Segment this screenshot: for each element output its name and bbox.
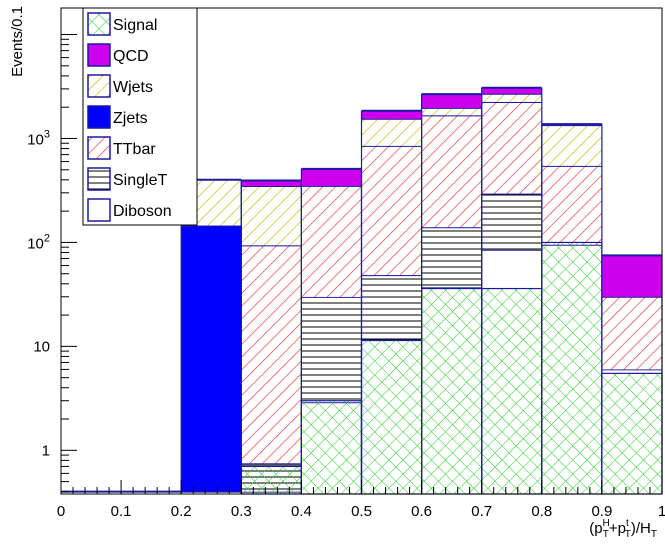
legend-label-signal: Signal [113, 17, 157, 34]
x-tick-label: 0.1 [111, 503, 132, 520]
legend-label-singlet: SingleT [113, 172, 167, 189]
legend-swatch-wjets [87, 74, 111, 98]
bar-qcd-bin-6 [421, 94, 482, 108]
bar-wjets-bin-3 [241, 186, 302, 246]
x-tick-label: 0.2 [171, 503, 192, 520]
bar-qcd-bin-5 [361, 110, 422, 119]
signal-bin-4 [300, 400, 363, 495]
y-tick-label: 102 [27, 232, 50, 252]
legend-label-ttbar: TTbar [113, 141, 156, 158]
x-axis-label: (pH T+pt T)/HT [589, 518, 657, 540]
bar-diboson-bin-1 [121, 491, 182, 494]
signal-bin-6 [421, 287, 483, 495]
x-tick-label: 0.8 [531, 503, 552, 520]
bar-ttbar-bin-7 [481, 101, 542, 194]
bar-diboson-bin-0 [61, 491, 122, 494]
legend-label-wjets: Wjets [113, 79, 153, 96]
legend-swatch-signal [87, 12, 111, 36]
bar-singlet-bin-5 [361, 275, 422, 341]
bar-singlet-bin-4 [301, 296, 362, 403]
x-tick-label: 0 [57, 503, 65, 520]
bar-ttbar-bin-9 [601, 296, 662, 370]
x-tick-label: 0.9 [591, 503, 612, 520]
bar-diboson-bin-2 [181, 491, 242, 494]
x-tick-label: 1 [658, 503, 665, 520]
bar-wjets-bin-8 [541, 125, 602, 166]
signal-bin-3 [240, 465, 303, 495]
y-tick-label: 10 [33, 338, 50, 355]
legend-swatch-diboson [87, 198, 111, 222]
y-axis-label: Events/0.1 [9, 6, 26, 77]
legend-swatch-qcd [87, 43, 111, 67]
x-tick-label: 0.4 [291, 503, 312, 520]
bar-ttbar-bin-6 [421, 115, 482, 228]
y-tick-label: 103 [27, 128, 50, 148]
y-tick-label: 1 [42, 442, 50, 459]
signal-bin-5 [360, 339, 423, 495]
bar-wjets-bin-5 [361, 118, 422, 146]
bar-zjets-bin-2 [181, 225, 242, 492]
signal-bin-9 [601, 372, 663, 495]
x-tick-label: 0.6 [411, 503, 432, 520]
legend-swatch-ttbar [87, 136, 111, 160]
signal-bin-7 [481, 287, 543, 495]
bar-singlet-bin-6 [421, 227, 482, 288]
bar-qcd-bin-9 [601, 255, 662, 297]
legend-swatch-singlet [87, 167, 111, 191]
bar-ttbar-bin-8 [541, 165, 602, 245]
x-tick-label: 0.5 [351, 503, 372, 520]
bar-wjets-bin-6 [421, 107, 482, 116]
legend-swatch-zjets [87, 105, 111, 129]
legend-label-zjets: Zjets [113, 110, 148, 127]
signal-bin-8 [541, 241, 603, 495]
bar-ttbar-bin-5 [361, 145, 422, 276]
bar-qcd-bin-4 [301, 168, 362, 186]
bar-wjets-bin-7 [481, 93, 542, 102]
bar-qcd-bin-7 [481, 87, 542, 94]
x-tick-label: 0.7 [471, 503, 492, 520]
bar-ttbar-bin-3 [241, 245, 302, 464]
bar-qcd-bin-3 [241, 180, 302, 187]
legend-label-diboson: Diboson [113, 203, 172, 220]
bar-ttbar-bin-4 [301, 185, 362, 297]
bar-singlet-bin-7 [481, 193, 542, 250]
legend-label-qcd: QCD [113, 48, 149, 65]
x-tick-label: 0.3 [231, 503, 252, 520]
